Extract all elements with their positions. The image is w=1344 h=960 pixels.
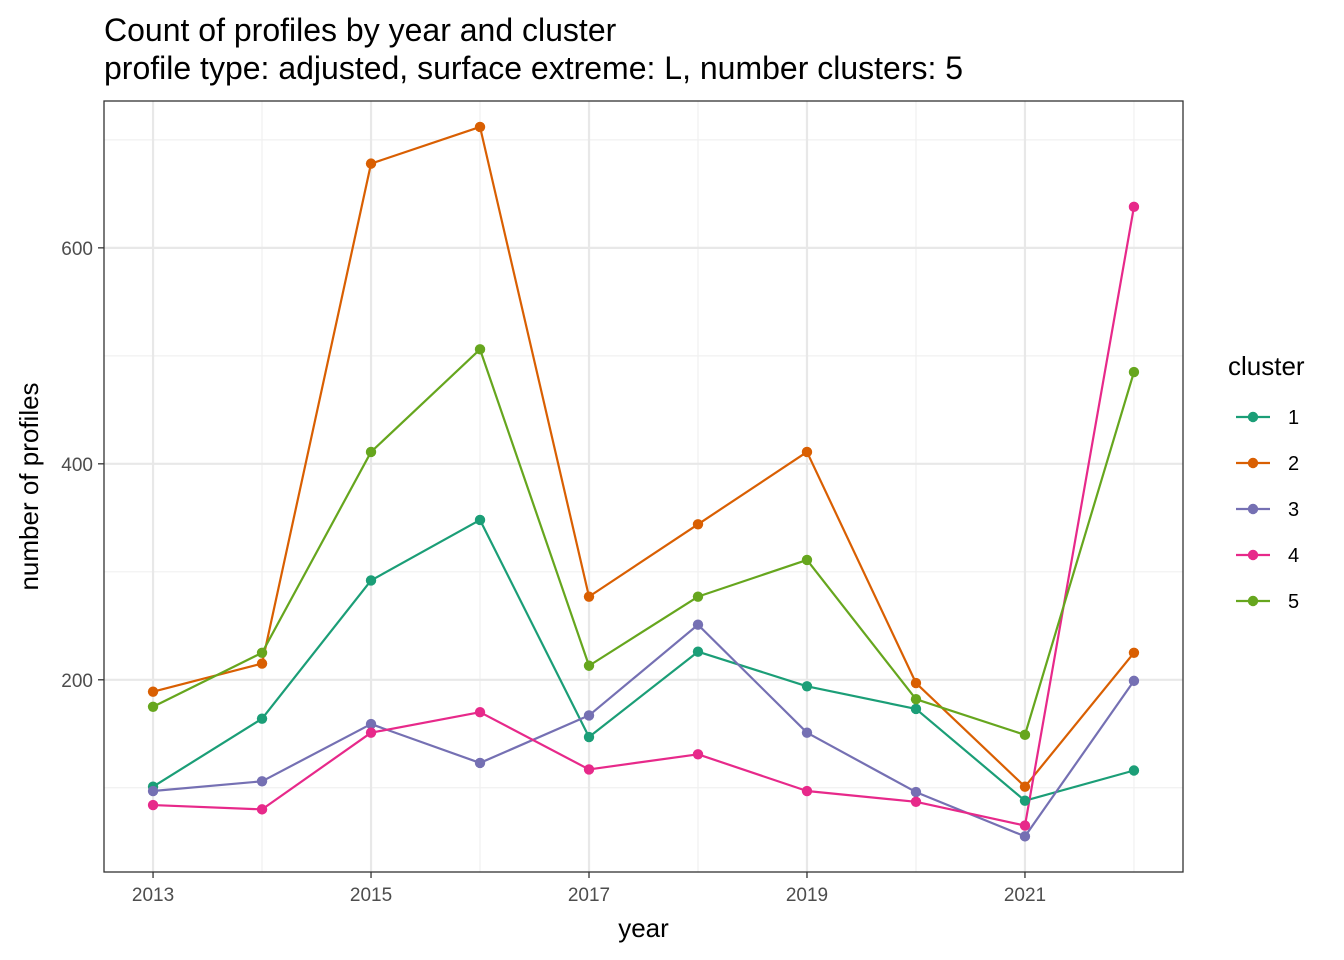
legend-label: 3: [1288, 499, 1299, 521]
data-point-cluster-4: [583, 764, 595, 775]
data-point-cluster-3: [1128, 675, 1140, 687]
data-point-cluster-2: [365, 158, 377, 169]
data-point-cluster-3: [1019, 831, 1031, 842]
legend-key-point: [1247, 549, 1259, 561]
x-tick-label: 2017: [568, 885, 610, 906]
data-point-cluster-5: [692, 591, 704, 602]
data-point-cluster-3: [583, 710, 595, 721]
data-point-cluster-2: [256, 658, 268, 669]
legend-item-cluster-5: 5: [1236, 591, 1299, 613]
x-tick-label: 2019: [786, 885, 828, 906]
data-point-cluster-5: [583, 660, 595, 671]
data-point-cluster-3: [365, 718, 377, 730]
data-point-cluster-1: [256, 713, 268, 724]
legend-label: 1: [1288, 407, 1299, 429]
data-point-cluster-1: [801, 681, 813, 692]
data-point-cluster-3: [256, 776, 268, 787]
data-point-cluster-5: [474, 344, 486, 355]
series-line-cluster-2: [152, 125, 1135, 788]
data-point-cluster-5: [256, 647, 268, 658]
data-point-cluster-4: [1019, 820, 1031, 831]
data-point-cluster-3: [474, 757, 486, 769]
legend-key-point: [1247, 503, 1259, 515]
data-point-cluster-1: [474, 514, 486, 526]
data-point-cluster-4: [1128, 201, 1140, 213]
major-gridlines: [104, 101, 1183, 872]
data-point-cluster-5: [801, 554, 813, 566]
data-point-cluster-2: [692, 519, 704, 530]
legend-key-point: [1247, 457, 1259, 469]
data-point-cluster-2: [801, 446, 813, 458]
data-point-cluster-1: [583, 731, 595, 743]
data-point-cluster-1: [1019, 795, 1031, 806]
y-tick-label: 400: [61, 455, 93, 476]
legend-label: 4: [1288, 545, 1299, 567]
data-point-cluster-4: [365, 727, 377, 738]
x-tick-label: 2013: [132, 885, 174, 906]
data-point-cluster-4: [474, 706, 486, 718]
legend-item-cluster-1: 1: [1236, 407, 1299, 429]
data-point-cluster-2: [910, 677, 922, 689]
data-point-cluster-3: [910, 786, 922, 798]
y-axis: 200 400 600: [61, 239, 104, 692]
data-point-cluster-4: [692, 749, 704, 760]
legend: cluster 1 2 3 4 5: [1228, 351, 1305, 613]
y-tick-label: 200: [61, 671, 93, 692]
legend-label: 2: [1288, 453, 1299, 475]
data-point-cluster-5: [147, 701, 159, 712]
data-point-cluster-3: [801, 727, 813, 738]
series-line-cluster-5: [152, 348, 1136, 736]
y-axis-title: number of profiles: [14, 382, 44, 590]
legend-item-cluster-4: 4: [1236, 545, 1299, 567]
legend-item-cluster-3: 3: [1236, 499, 1299, 521]
data-point-cluster-5: [1019, 729, 1031, 741]
data-point-cluster-1: [365, 575, 377, 586]
series-line-cluster-4: [153, 206, 1136, 827]
data-point-cluster-4: [801, 785, 813, 797]
data-point-cluster-4: [256, 804, 268, 815]
legend-label: 5: [1288, 591, 1299, 613]
legend-key-point: [1247, 411, 1259, 423]
data-point-cluster-5: [1128, 366, 1140, 378]
data-point-cluster-3: [692, 619, 704, 630]
data-point-cluster-2: [583, 591, 595, 602]
series-layer: [147, 121, 1140, 842]
minor-gridlines: [104, 101, 1183, 872]
series-line-cluster-1: [152, 518, 1135, 802]
data-point-cluster-2: [1128, 647, 1140, 658]
legend-title: cluster: [1228, 351, 1305, 381]
legend-key-point: [1247, 595, 1259, 607]
data-point-cluster-5: [365, 446, 377, 458]
chart-subtitle: profile type: adjusted, surface extreme:…: [104, 50, 963, 86]
x-tick-label: 2021: [1004, 885, 1046, 906]
plot-border: [103, 100, 1184, 873]
legend-item-cluster-2: 2: [1236, 453, 1299, 475]
data-point-cluster-2: [474, 121, 486, 133]
data-point-cluster-5: [910, 694, 922, 705]
data-point-cluster-1: [910, 703, 922, 715]
data-point-cluster-3: [147, 785, 159, 797]
chart-title: Count of profiles by year and cluster: [104, 12, 617, 48]
data-point-cluster-2: [1019, 781, 1031, 792]
y-tick-label: 600: [61, 239, 93, 260]
x-axis-title: year: [618, 913, 669, 943]
x-tick-label: 2015: [350, 885, 392, 906]
data-point-cluster-2: [147, 686, 159, 697]
data-point-cluster-4: [910, 796, 922, 808]
data-point-cluster-1: [692, 646, 704, 657]
plot-panel: [104, 101, 1183, 872]
data-point-cluster-1: [1128, 765, 1140, 776]
x-axis: 2013 2015 2017 2019 2021: [132, 872, 1046, 906]
data-point-cluster-4: [147, 799, 159, 811]
